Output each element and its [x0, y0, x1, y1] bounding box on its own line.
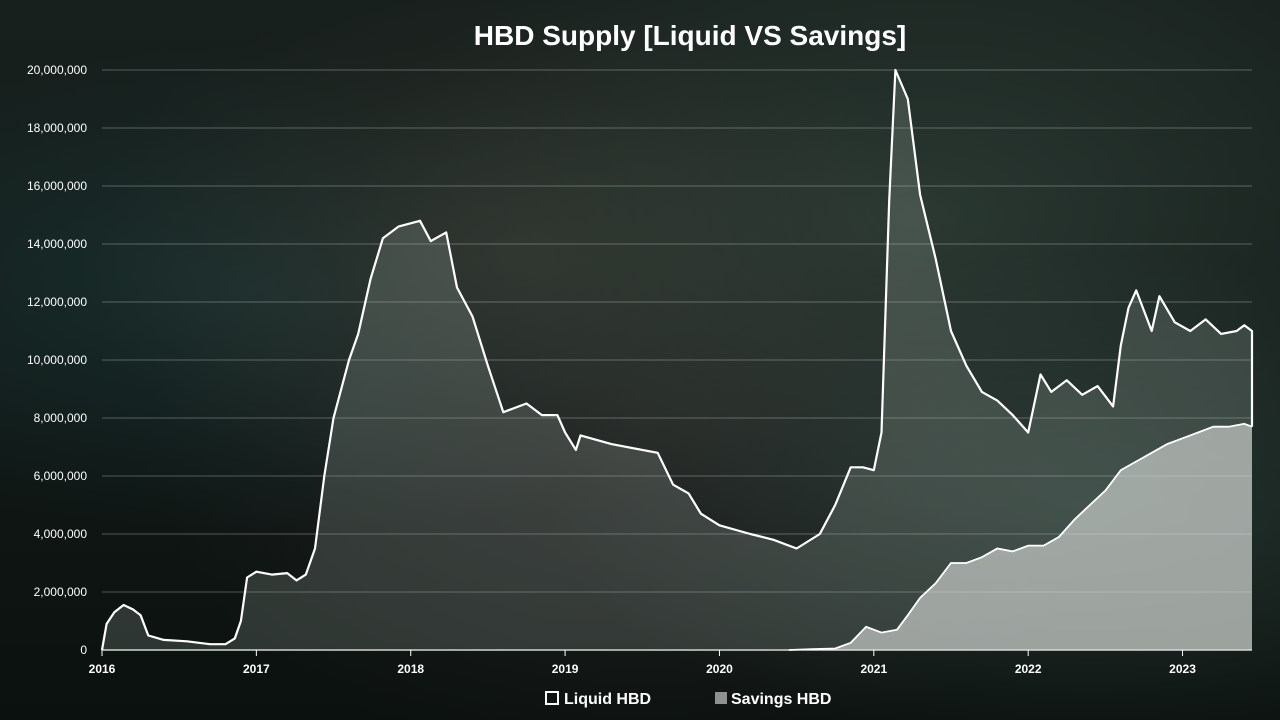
y-tick-label: 12,000,000 — [27, 295, 87, 309]
y-tick-label: 20,000,000 — [27, 63, 87, 77]
series-layer — [100, 68, 1254, 651]
legend-swatch-liquid-hbd — [545, 691, 559, 705]
y-tick-label: 4,000,000 — [34, 527, 88, 541]
x-tick-label: 2020 — [706, 662, 733, 676]
x-tick-label: 2022 — [1015, 662, 1042, 676]
savings-hbd-line — [788, 422, 1253, 651]
y-tick-label: 8,000,000 — [34, 411, 88, 425]
legend-swatch-savings-hbd — [715, 692, 727, 704]
x-tick-label: 2016 — [89, 662, 116, 676]
y-tick-label: 6,000,000 — [34, 469, 88, 483]
x-tick-label: 2019 — [552, 662, 579, 676]
y-tick-label: 2,000,000 — [34, 585, 88, 599]
liquid-hbd-line — [100, 68, 1254, 651]
y-tick-label: 0 — [80, 643, 87, 657]
y-tick-label: 18,000,000 — [27, 121, 87, 135]
legend-label-savings-hbd: Savings HBD — [731, 691, 831, 708]
savings-hbd-area — [788, 423, 1252, 650]
chart-title: HBD Supply [Liquid VS Savings] — [474, 20, 906, 51]
y-tick-label: 16,000,000 — [27, 179, 87, 193]
y-axis-ticks: 0 2,000,000 4,000,000 6,000,000 8,000,000 10,… — [27, 63, 87, 657]
y-tick-label: 14,000,000 — [27, 237, 87, 251]
legend-label-liquid-hbd: Liquid HBD — [564, 691, 651, 708]
x-tick-label: 2023 — [1169, 662, 1196, 676]
grid-layer — [102, 69, 1252, 651]
x-tick-label: 2017 — [243, 662, 270, 676]
y-tick-label: 10,000,000 — [27, 353, 87, 367]
legend: Liquid HBD Savings HBD — [545, 691, 831, 708]
x-tick-label: 2021 — [860, 662, 887, 676]
liquid-hbd-area — [102, 70, 1252, 650]
x-axis-ticks: 2016 2017 2018 2019 2020 2021 2022 2023 — [89, 650, 1196, 676]
x-tick-label: 2018 — [397, 662, 424, 676]
